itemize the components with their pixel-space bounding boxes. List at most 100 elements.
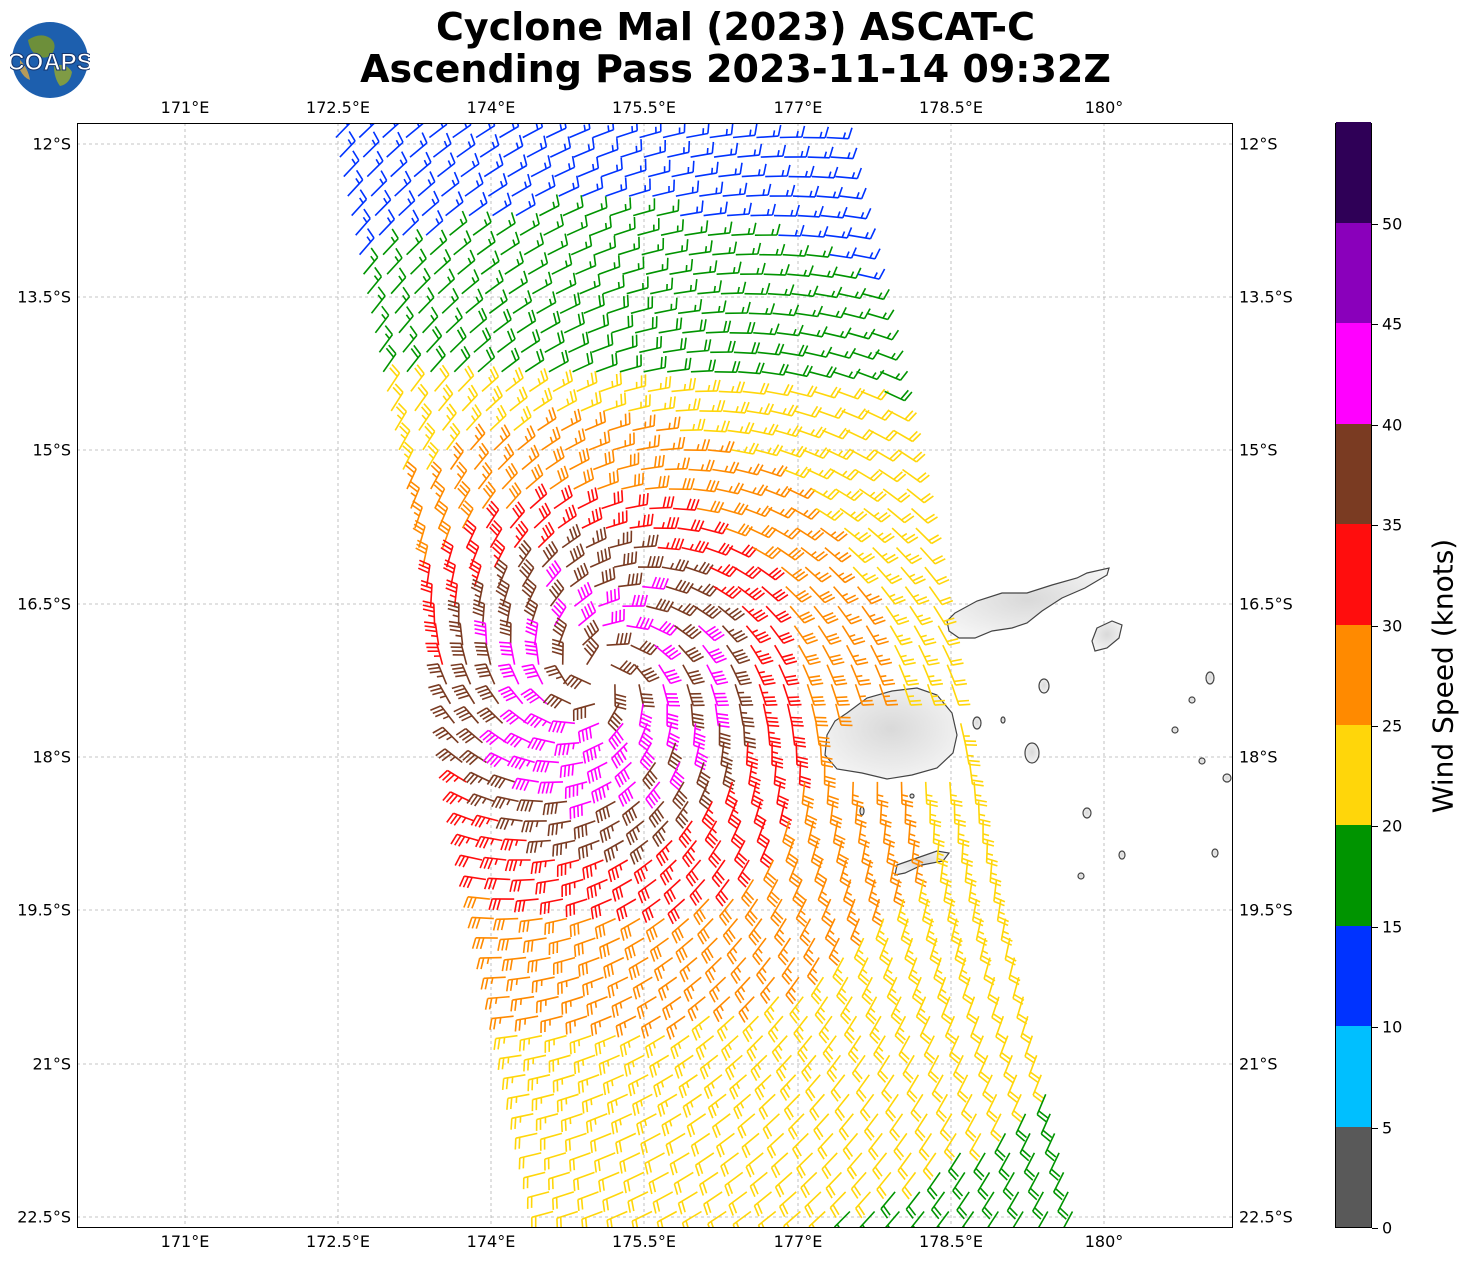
wind-barb [716,261,742,275]
wind-barb [744,282,771,295]
wind-barb [788,165,815,178]
colorbar-label: 0 [1382,1218,1393,1238]
wind-barb [398,422,411,451]
lat-tick-right: 22.5°S [1239,1207,1293,1227]
wind-barb [544,330,565,353]
wind-barb [533,387,553,412]
wind-barb [558,175,580,197]
lat-tick-left: 22.5°S [17,1207,71,1227]
colorbar-segment [1336,122,1371,223]
wind-barb [694,161,719,178]
wind-barb [765,164,791,178]
wind-barb [587,313,610,334]
wind-barb [428,123,448,139]
wind-barb [654,297,678,315]
wind-barb [615,123,638,139]
wind-barb [511,173,532,197]
wind-barb [847,328,876,340]
wind-barb [414,267,431,295]
wind-barb [826,127,853,140]
colorbar [1335,122,1372,1228]
wind-barb [541,426,561,451]
colorbar-segment [1336,223,1371,324]
wind-barb [468,191,488,217]
wind-barb [422,306,439,334]
wind-barb [386,131,404,158]
wind-barb [519,213,540,236]
wind-barb [366,150,384,178]
wind-barb [879,370,909,382]
wind-barb [769,184,796,197]
wind-barb [632,414,656,432]
wind-map [77,123,1233,1228]
colorbar-segment [1336,925,1371,1027]
lat-tick-left: 21°S [32,1054,71,1074]
colorbar-tick [1372,324,1378,326]
wind-barb [512,290,533,314]
wind-barb [469,307,488,334]
wind-barb [667,140,691,158]
colorbar-segment [1336,725,1371,826]
wind-barb [421,190,440,217]
wind-barb [394,286,411,314]
colorbar-label: 30 [1382,616,1403,636]
wind-barb [643,139,666,158]
wind-barb [669,259,694,275]
wind-barb [675,180,700,197]
wind-barb [660,219,684,236]
colorbar-tick [1372,726,1378,727]
wind-barb [756,124,782,139]
lat-tick-right: 19.5°S [1239,900,1293,920]
wind-barb [580,390,602,412]
wind-barb [810,266,838,278]
wind-barb [370,286,386,314]
wind-barb [489,404,507,431]
wind-barb [779,125,806,139]
wind-barb [731,442,760,455]
wind-barb [432,132,452,158]
lat-tick-left: 19.5°S [17,900,71,920]
wind-barb [473,327,492,353]
lat-tick-left: 18°S [32,747,71,767]
wind-barb [779,445,808,458]
wind-barb [487,173,508,197]
wind-barb [862,289,890,301]
wind-barb [503,134,524,158]
wind-barb [537,407,557,432]
wind-barb [615,334,638,354]
wind-barb [729,321,756,334]
islet [1222,773,1232,783]
wind-barb [576,370,598,393]
wind-barb [707,221,733,236]
colorbar-tick [1372,1027,1378,1029]
wind-barb [488,289,508,314]
wind-barb [727,421,755,435]
wind-barb [634,316,658,334]
wind-barb [772,304,800,317]
wind-barb [641,237,665,256]
colorbar-segment [1336,624,1371,725]
wind-barb [637,218,660,236]
wind-barb [624,158,647,178]
lon-tick-top: 180° [1084,98,1124,117]
wind-barb [605,177,628,197]
wind-barb [613,216,636,236]
wind-barb [410,248,427,275]
wind-barb [594,235,617,256]
colorbar-title: Wind Speed (knots) [1426,538,1460,814]
wind-barb [801,226,829,238]
wind-barb [410,364,425,392]
wind-barb [457,249,476,275]
wind-barb [493,308,512,334]
wind-barb [568,331,590,354]
wind-barb [718,162,743,178]
wind-barb [543,213,564,236]
wind-barb [565,428,586,451]
wind-barb [723,401,750,414]
colorbar-tick [1372,525,1378,527]
wind-barb [600,372,622,393]
wind-barb [445,422,461,451]
wind-barbs [335,123,1074,1228]
wind-barb [869,429,898,442]
colorbar-segment [1336,423,1371,525]
